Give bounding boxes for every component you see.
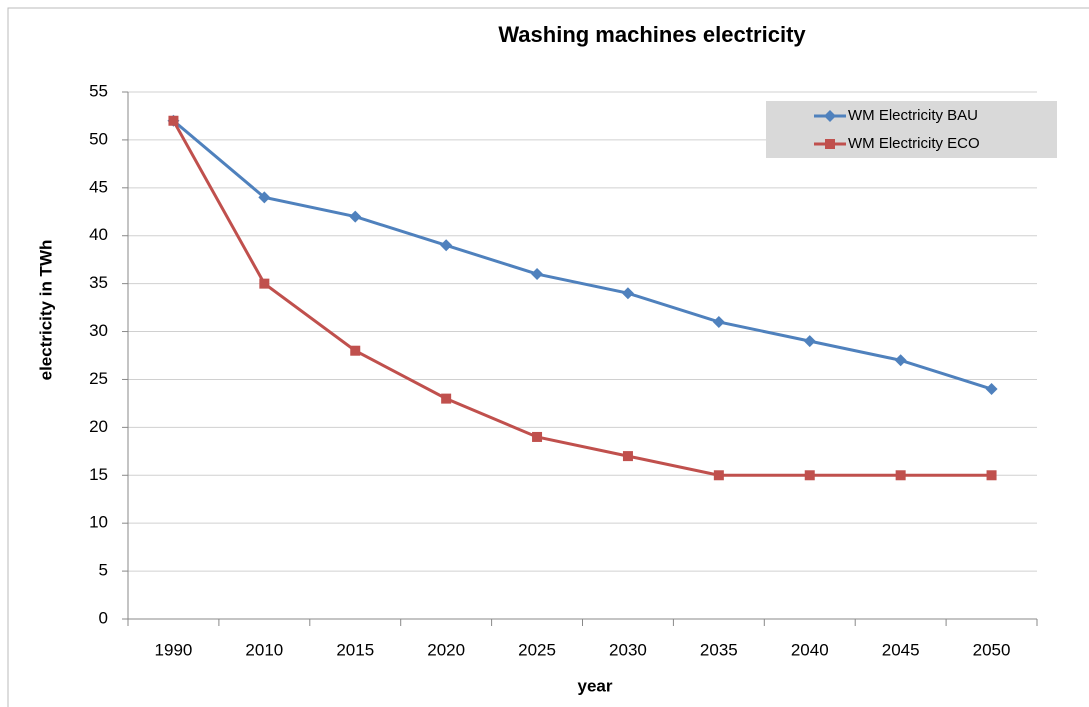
x-axis-label: year [578, 676, 613, 695]
y-tick-label: 40 [89, 225, 108, 244]
x-tick-label: 2020 [427, 640, 465, 659]
x-tick-label: 1990 [155, 640, 193, 659]
y-tick-label: 35 [89, 273, 108, 292]
y-tick-label: 20 [89, 417, 108, 436]
y-tick-label: 15 [89, 465, 108, 484]
marker [894, 354, 907, 367]
series-line [172, 120, 992, 477]
marker [895, 470, 906, 481]
marker [440, 239, 453, 252]
marker [622, 451, 633, 462]
marker [804, 470, 815, 481]
x-tick-label: 2035 [700, 640, 738, 659]
y-tick-label: 5 [99, 561, 108, 580]
y-axis-label: electricity in TWh [36, 240, 55, 381]
y-tick-label: 50 [89, 129, 108, 148]
x-tick-label: 2010 [245, 640, 283, 659]
series-line [172, 119, 993, 391]
y-tick-label: 25 [89, 369, 108, 388]
marker [824, 110, 836, 122]
x-tick-label: 2040 [791, 640, 829, 659]
x-tick-label: 2025 [518, 640, 556, 659]
chart-title: Washing machines electricity [498, 22, 806, 47]
marker [168, 115, 179, 126]
y-tick-label: 10 [89, 513, 108, 532]
x-tick-label: 2045 [882, 640, 920, 659]
marker [803, 335, 816, 348]
legend-box [766, 101, 1057, 158]
marker [531, 268, 544, 281]
y-tick-label: 30 [89, 321, 108, 340]
y-tick-label: 55 [89, 81, 108, 100]
marker [621, 287, 634, 300]
y-tick-label: 45 [89, 177, 108, 196]
marker [825, 139, 835, 149]
x-tick-label: 2030 [609, 640, 647, 659]
marker [986, 470, 997, 481]
x-tick-label: 2050 [973, 640, 1011, 659]
marker [258, 191, 271, 204]
legend-label: WM Electricity ECO [848, 135, 980, 152]
marker [259, 278, 270, 289]
marker [441, 393, 452, 404]
marker [350, 345, 361, 356]
marker [985, 383, 998, 396]
marker [712, 315, 725, 328]
marker [532, 431, 543, 442]
y-tick-label: 0 [99, 608, 108, 627]
marker [349, 210, 362, 223]
marker [713, 470, 724, 481]
x-tick-label: 2015 [336, 640, 374, 659]
legend-label: WM Electricity BAU [848, 107, 978, 124]
